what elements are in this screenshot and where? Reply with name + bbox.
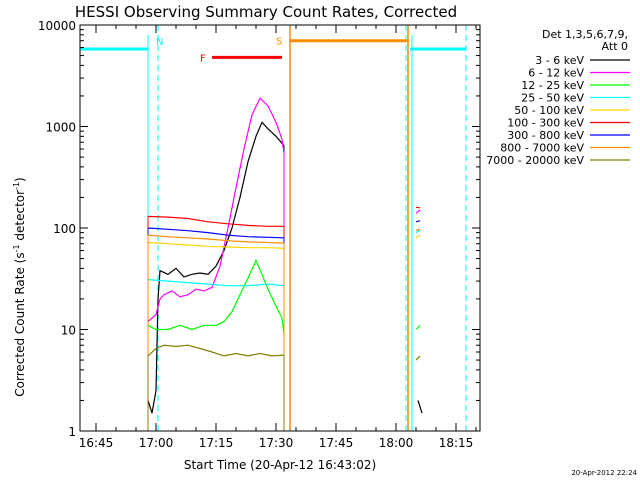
x-tick-label: 17:30 [259, 436, 294, 450]
y-tick-label: 10 [61, 324, 76, 338]
legend-entry-label: 25 - 50 keV [521, 92, 584, 105]
legend-entry-label: 50 - 100 keV [514, 104, 584, 117]
y-axis-label-sup1: -1 [12, 244, 21, 252]
y-tick-label: 1 [68, 425, 76, 439]
y-axis-label-sup2: -1 [12, 182, 21, 190]
svg-text:Corrected Count Rate (s-1 dete: Corrected Count Rate (s-1 detector-1) [12, 177, 27, 396]
series-line [147, 215, 284, 227]
legend-entry-label: 100 - 300 keV [507, 117, 584, 130]
plot-area: N S F [79, 25, 467, 431]
series-line [147, 344, 285, 357]
series-line [415, 220, 421, 223]
series-line [417, 400, 423, 414]
x-tick-label: 17:45 [319, 436, 354, 450]
series-line [415, 234, 421, 239]
series-line [147, 279, 285, 287]
series-line [147, 121, 285, 414]
series-line [415, 206, 421, 209]
series-line [147, 241, 285, 249]
legend-header-line1: Det 1,3,5,6,7,9, [542, 28, 628, 41]
plot-frame [79, 24, 481, 432]
x-tick-label: 18:00 [379, 436, 414, 450]
legend-entry-label: 12 - 25 keV [521, 79, 584, 92]
legend-entry-label: 7000 - 20000 keV [486, 154, 584, 167]
y-axis-label-mid: detector [13, 190, 27, 245]
legend-entry-label: 300 - 800 keV [507, 129, 584, 142]
legend-entry-label: 3 - 6 keV [535, 54, 584, 67]
x-tick-label: 16:45 [79, 436, 114, 450]
y-axis-label-main: Corrected Count Rate (s [13, 252, 27, 396]
chart-title: HESSI Observing Summary Count Rates, Cor… [75, 3, 457, 21]
x-tick-label: 17:15 [199, 436, 234, 450]
x-tick-label: 18:15 [439, 436, 474, 450]
y-tick-label: 1000 [45, 121, 76, 135]
legend-entry-label: 6 - 12 keV [528, 67, 584, 80]
y-tick-label: 100 [53, 222, 76, 236]
series-line [415, 324, 421, 330]
series-line [415, 228, 421, 231]
series-line [147, 234, 285, 244]
series-line [147, 97, 285, 322]
x-tick-label: 17:00 [139, 436, 174, 450]
y-axis-label: Corrected Count Rate (s-1 detector-1) [12, 177, 27, 396]
footer-timestamp: 20-Apr-2012 22:24 [571, 469, 637, 477]
y-axis-label-end: ) [13, 177, 27, 182]
legend-header-line2: Att 0 [602, 40, 628, 53]
series-line [147, 258, 285, 335]
night-marker-label: N [156, 37, 163, 48]
flare-marker-label: F [200, 53, 206, 64]
legend-entry-label: 800 - 7000 keV [500, 142, 584, 155]
axes: 16:45 17:00 17:15 17:30 17:45 18:00 18:15 1 10 10… [38, 19, 481, 450]
x-axis-label: Start Time (20-Apr-12 16:43:02) [184, 458, 376, 472]
series-line [147, 227, 285, 239]
y-tick-label: 10000 [38, 19, 76, 33]
series-line [415, 209, 421, 214]
series-line [415, 229, 421, 234]
saa-marker-label: S [276, 37, 282, 48]
series-line [415, 355, 421, 361]
